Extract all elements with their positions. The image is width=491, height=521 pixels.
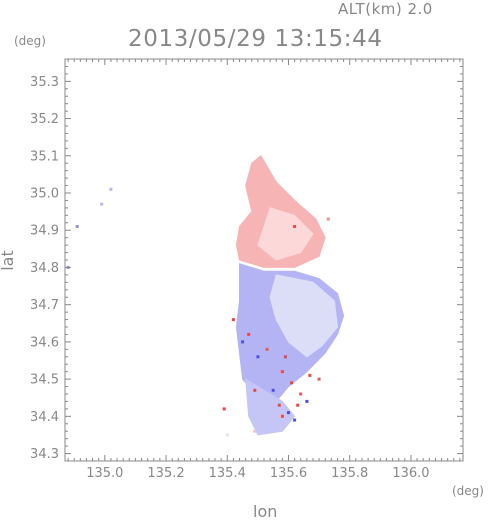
x-tick-label: 135.2 xyxy=(147,466,184,481)
echo-point xyxy=(75,225,79,228)
y-tick-label: 35.0 xyxy=(30,187,59,202)
echo-point xyxy=(287,411,290,415)
echo-point xyxy=(280,370,284,374)
y-axis-unit: (deg) xyxy=(14,34,46,48)
y-tick-label: 34.4 xyxy=(30,410,59,425)
y-tick-label: 34.9 xyxy=(30,224,59,239)
echo-point xyxy=(305,399,309,403)
y-tick-label: 34.6 xyxy=(30,335,59,350)
velocity-field xyxy=(235,155,345,436)
echo-point xyxy=(293,225,297,228)
echo-point xyxy=(225,433,229,437)
echo-point xyxy=(253,388,257,392)
y-tick-label: 34.5 xyxy=(30,373,59,388)
echo-point xyxy=(317,377,321,381)
y-tick-label: 34.7 xyxy=(30,298,59,313)
x-tick-label: 136.0 xyxy=(392,466,429,481)
x-axis-unit: (deg) xyxy=(452,484,484,498)
echo-points xyxy=(66,187,330,437)
echo-point xyxy=(222,407,226,411)
echo-point xyxy=(100,202,104,206)
echo-point xyxy=(293,418,297,422)
echo-point xyxy=(265,347,269,351)
echo-point xyxy=(290,381,294,385)
x-tick-label: 135.6 xyxy=(270,466,307,481)
y-tick-label: 35.2 xyxy=(30,112,59,127)
x-tick-label: 135.0 xyxy=(86,466,123,481)
echo-point xyxy=(109,187,113,191)
echo-point xyxy=(253,429,257,433)
y-axis-tick-labels: 34.3 34.4 34.5 34.6 34.7 34.8 34.9 35.0 35.1 35.2… xyxy=(30,75,59,462)
y-tick-label: 35.3 xyxy=(30,75,59,90)
echo-point xyxy=(256,355,260,359)
echo-point xyxy=(308,373,312,377)
echo-point xyxy=(277,403,281,407)
region-positive-light xyxy=(257,207,314,261)
x-tick-label: 135.4 xyxy=(209,466,246,481)
y-axis-ticks xyxy=(65,58,463,462)
altitude-label: ALT(km) 2.0 xyxy=(338,0,433,18)
echo-point xyxy=(299,392,303,396)
chart-title: 2013/05/29 13:15:44 xyxy=(128,26,383,52)
echo-point xyxy=(283,355,287,359)
x-axis-ticks xyxy=(67,59,461,461)
echo-point xyxy=(231,318,235,322)
echo-point xyxy=(271,388,275,392)
y-tick-label: 35.1 xyxy=(30,149,59,164)
echo-point xyxy=(280,414,284,418)
echo-point xyxy=(247,332,251,336)
x-tick-label: 135.8 xyxy=(331,466,368,481)
echo-point xyxy=(326,217,330,221)
y-tick-label: 34.3 xyxy=(30,447,59,462)
y-tick-label: 34.8 xyxy=(30,261,59,276)
region-negative-light xyxy=(269,274,338,358)
echo-point xyxy=(241,340,245,344)
x-axis-tick-labels: 135.0 135.2 135.4 135.6 135.8 136.0 xyxy=(86,466,429,481)
echo-point xyxy=(296,403,300,407)
x-axis-label: lon xyxy=(253,502,278,521)
region-negative-tail xyxy=(245,378,296,436)
